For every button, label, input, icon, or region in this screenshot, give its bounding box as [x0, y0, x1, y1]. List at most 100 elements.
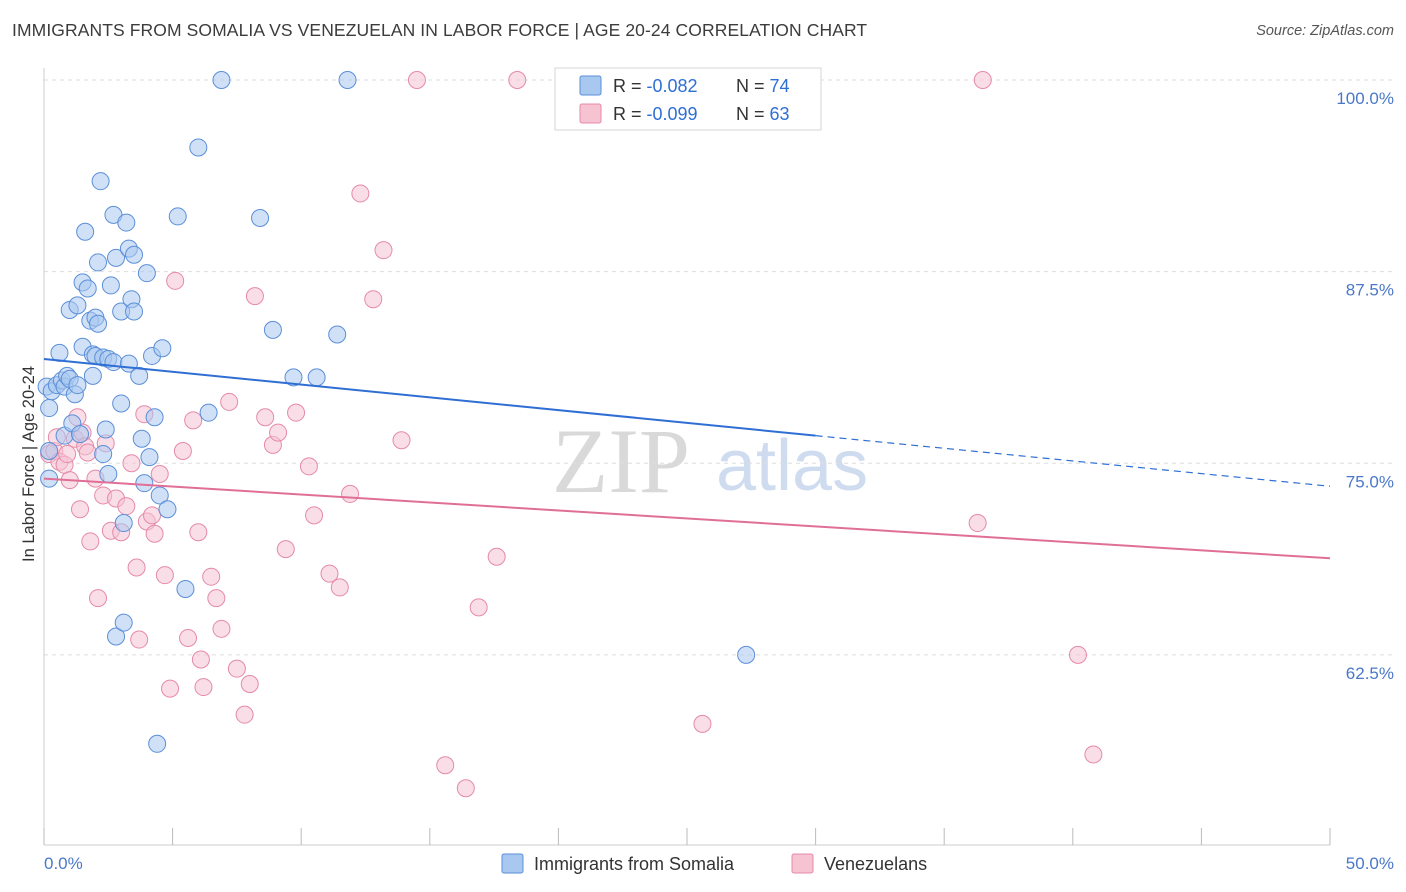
venezuelan-point [456, 779, 475, 798]
y-tick-label: 100.0% [1336, 89, 1394, 108]
x-tick-label-max: 50.0% [1346, 854, 1394, 873]
somalia-point [338, 71, 357, 89]
venezuelan-point [145, 524, 164, 543]
trend-line-somalia-extension [815, 435, 1331, 487]
stats-row-somalia: R = -0.082 [613, 76, 698, 96]
venezuelan-point [191, 650, 210, 669]
venezuelan-point [89, 589, 108, 608]
somalia-point [148, 734, 167, 753]
venezuelan-point [122, 454, 141, 473]
somalia-point [107, 627, 126, 646]
gridlines [44, 79, 1394, 656]
legend-label-venezuelans: Venezuelans [824, 854, 927, 874]
somalia-point [135, 474, 154, 493]
trend-lines [43, 358, 1331, 560]
somalia-point [40, 399, 59, 418]
venezuelan-point [1068, 645, 1087, 664]
venezuelan-point [487, 547, 506, 566]
somalia-point [158, 500, 177, 519]
somalia-point [83, 366, 102, 385]
somalia-point [112, 394, 131, 413]
somalia-point [89, 253, 108, 272]
venezuelan-point [392, 431, 411, 450]
stats-legend: R = -0.082 N = 74 R = -0.099 N = 63 [554, 67, 822, 131]
legend-swatch-venezuelans [791, 853, 814, 874]
somalia-point [137, 264, 156, 283]
somalia-point [212, 71, 231, 89]
venezuelan-point [269, 423, 288, 442]
somalia-point [125, 302, 144, 321]
y-axis-tick-labels: 100.0% 87.5% 75.0% 62.5% [1336, 89, 1394, 683]
somalia-point [251, 208, 270, 227]
somalia-point [130, 366, 149, 385]
legend-label-somalia: Immigrants from Somalia [534, 854, 735, 874]
somalia-point [91, 172, 110, 191]
stats-n-value-venezuelans: 63 [770, 104, 790, 124]
stats-r-label: R = [613, 104, 647, 124]
somalia-point [94, 445, 113, 464]
venezuelan-point [508, 71, 527, 89]
stats-n-label: N = [736, 76, 770, 96]
venezuelan-point [81, 532, 100, 551]
somalia-point [189, 138, 208, 157]
somalia-point [117, 213, 136, 232]
venezuelan-point [227, 659, 246, 678]
venezuelan-point [207, 589, 226, 608]
venezuelan-point [194, 678, 213, 697]
venezuelan-point [973, 71, 992, 89]
stats-n-row-venezuelans: N = 63 [736, 104, 790, 124]
trend-line-venezuelans [43, 477, 1331, 560]
legend-swatch-somalia [501, 853, 524, 874]
somalia-point [104, 353, 123, 372]
venezuelan-point [166, 271, 185, 290]
venezuelan-point [202, 567, 221, 586]
somalia-point [114, 514, 133, 533]
stats-n-row-somalia: N = 74 [736, 76, 790, 96]
chart-source: Source: ZipAtlas.com [1256, 23, 1394, 39]
somalia-point [176, 579, 195, 598]
watermark-atlas: atlas [716, 426, 868, 506]
stats-r-label: R = [613, 76, 647, 96]
somalia-point [168, 207, 187, 226]
venezuelan-point [299, 457, 318, 476]
somalia-point [132, 429, 151, 448]
y-tick-label: 62.5% [1346, 664, 1394, 683]
stats-legend-swatch-somalia [579, 75, 602, 96]
venezuelan-point [276, 540, 295, 559]
venezuelan-point [127, 558, 146, 577]
somalia-point [150, 486, 169, 505]
venezuelan-point [155, 566, 174, 585]
x-tick-label-min: 0.0% [44, 854, 83, 873]
y-tick-label: 87.5% [1346, 281, 1394, 300]
somalia-point [199, 403, 218, 422]
venezuelan-point [71, 500, 90, 519]
somalia-point [99, 464, 118, 483]
venezuelan-point [173, 441, 192, 460]
somalia-point [101, 276, 120, 295]
stats-n-label: N = [736, 104, 770, 124]
somalia-point [96, 420, 115, 439]
somalia-point [114, 613, 133, 632]
somalia-point [125, 245, 144, 264]
somalia-point [68, 376, 87, 395]
venezuelan-point [1084, 745, 1103, 764]
stats-n-value-somalia: 74 [770, 76, 790, 96]
venezuelan-point [968, 514, 987, 533]
stats-r-value-venezuelans: -0.099 [647, 104, 698, 124]
venezuelan-point [341, 484, 360, 503]
venezuelan-point [256, 408, 275, 427]
chart-title: IMMIGRANTS FROM SOMALIA VS VENEZUELAN IN… [12, 20, 868, 40]
venezuelan-point [374, 241, 393, 260]
somalia-point [78, 279, 97, 298]
venezuelan-point [161, 679, 180, 698]
venezuelan-point [117, 497, 136, 516]
venezuelan-point [189, 523, 208, 542]
x-axis-ticks [43, 828, 1331, 845]
venezuelan-point [179, 629, 198, 648]
venezuelan-point [58, 445, 77, 464]
somalia-point [76, 222, 95, 241]
series-somalia-points [37, 71, 756, 753]
venezuelan-point [407, 71, 426, 89]
trend-line-somalia [43, 358, 816, 437]
